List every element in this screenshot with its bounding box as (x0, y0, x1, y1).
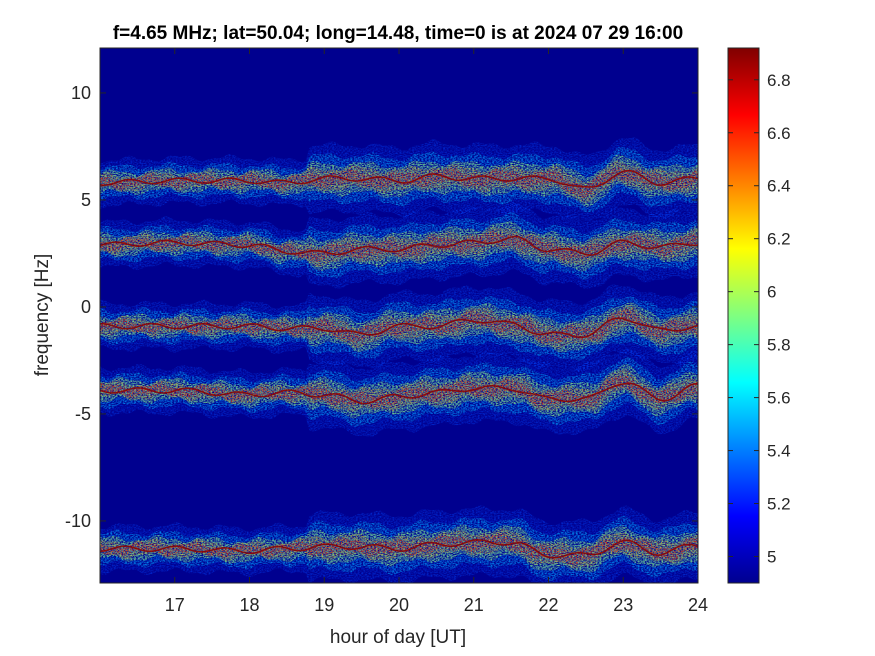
x-tick-label: 23 (613, 595, 633, 615)
colorbar (728, 48, 759, 583)
colorbar-tick-label: 5.4 (767, 442, 791, 461)
band-4-layer-5 (100, 375, 698, 408)
band-5 (100, 505, 698, 583)
x-tick-label: 17 (165, 595, 185, 615)
colorbar-tick-label: 5.2 (767, 495, 791, 514)
colorbar-tick-label: 5.8 (767, 336, 791, 355)
band-5-ridge (100, 538, 698, 559)
colorbar-tick-label: 5 (767, 548, 776, 567)
band-4 (100, 348, 698, 437)
y-tick-label: 5 (81, 190, 91, 210)
x-tick-label: 18 (239, 595, 259, 615)
colorbar-tick-label: 6.8 (767, 71, 791, 90)
y-tick-label: 10 (71, 83, 91, 103)
x-tick-label: 20 (389, 595, 409, 615)
x-tick-label: 19 (314, 595, 334, 615)
y-tick-label: -10 (65, 511, 91, 531)
band-3 (100, 284, 698, 372)
colorbar-ticks: 5 5.2 5.4 5.6 5.8 6 6.2 6.4 6.6 6.8 (728, 71, 791, 567)
x-tick-label: 22 (538, 595, 558, 615)
colorbar-tick-label: 6.2 (767, 230, 791, 249)
x-tick-label: 21 (464, 595, 484, 615)
band-3-layer-5 (100, 309, 698, 343)
band-2-layer-5 (100, 231, 698, 262)
x-axis-label: hour of day [UT] (330, 627, 466, 648)
y-tick-label: 0 (81, 297, 91, 317)
band-1-ridge (100, 169, 698, 188)
y-tick-label: -5 (75, 404, 91, 424)
y-axis-label: frequency [Hz] (32, 254, 53, 377)
y-axis-ticks: 10 5 0 -5 -10 (65, 83, 698, 531)
colorbar-tick-label: 6 (767, 283, 776, 302)
band-1 (100, 137, 698, 222)
chart-title: f=4.65 MHz; lat=50.04; long=14.48, time=… (113, 23, 683, 44)
band-2-ridge (100, 235, 698, 257)
colorbar-tick-label: 5.6 (767, 389, 791, 408)
colorbar-tick-label: 6.4 (767, 177, 791, 196)
colorbar-tick-label: 6.6 (767, 124, 791, 143)
band-2 (100, 202, 698, 290)
colorbar-frame (727, 47, 760, 584)
band-3-ridge (100, 317, 698, 339)
band-4-ridge (100, 382, 698, 405)
emission-bands (100, 137, 698, 583)
x-axis-ticks: 17 18 19 20 21 22 23 24 (165, 48, 708, 615)
x-tick-label: 24 (688, 595, 708, 615)
